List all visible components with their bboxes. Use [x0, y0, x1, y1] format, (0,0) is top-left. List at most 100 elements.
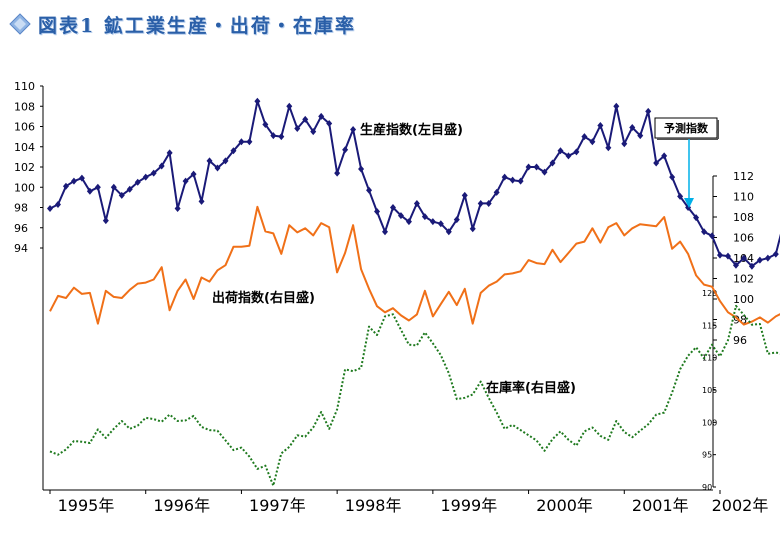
data-point-marker — [270, 132, 277, 140]
data-point-marker — [445, 228, 452, 236]
data-point-marker — [358, 165, 365, 173]
data-point-marker — [134, 178, 141, 186]
data-point-marker — [278, 133, 285, 141]
page-title: 図表1 鉱工業生産・出荷・在庫率 — [38, 14, 356, 37]
data-point-marker — [533, 163, 540, 171]
x-tick-label: 1995年 — [58, 496, 115, 515]
x-tick-label: 1996年 — [153, 496, 210, 515]
series-layer — [47, 97, 780, 487]
data-point-marker — [629, 124, 636, 132]
data-point-marker — [605, 144, 612, 152]
data-point-marker — [621, 140, 628, 148]
data-point-marker — [748, 262, 755, 270]
data-point-marker — [405, 218, 412, 226]
data-point-marker — [54, 200, 61, 208]
data-point-marker — [70, 177, 77, 185]
data-point-marker — [764, 254, 771, 262]
forecast-callout: 予測指数 — [654, 117, 719, 208]
right-upper-tick-label: 106 — [733, 232, 754, 245]
data-point-marker — [94, 183, 101, 191]
data-point-marker — [302, 115, 309, 123]
data-point-marker — [389, 204, 396, 211]
left-tick-label: 108 — [14, 100, 35, 113]
data-point-marker — [421, 213, 428, 221]
data-point-marker — [645, 107, 652, 115]
data-point-marker — [613, 102, 620, 110]
right-upper-tick-label: 96 — [733, 334, 747, 347]
data-point-marker — [174, 205, 181, 213]
data-point-marker — [366, 186, 373, 194]
data-point-marker — [350, 126, 357, 134]
x-tick-label: 1997年 — [249, 496, 306, 515]
series-line-1 — [49, 205, 780, 326]
data-point-marker — [150, 169, 157, 177]
x-tick-label: 2002年 — [712, 496, 769, 515]
left-tick-label: 94 — [14, 242, 28, 255]
x-tick-label: 2000年 — [536, 496, 593, 515]
data-point-marker — [525, 163, 532, 171]
data-point-marker — [701, 228, 708, 236]
data-point-marker — [86, 187, 93, 195]
right-lower-tick-label: 115 — [702, 321, 717, 330]
data-point-marker — [182, 177, 189, 185]
data-point-marker — [262, 120, 269, 128]
data-point-marker — [501, 173, 508, 181]
data-point-marker — [724, 252, 731, 260]
callout-arrow-head-icon — [684, 198, 694, 208]
data-point-marker — [166, 149, 173, 157]
data-point-marker — [669, 173, 676, 181]
left-tick-label: 96 — [14, 222, 28, 235]
right-lower-tick-label: 105 — [702, 386, 717, 395]
left-tick-label: 100 — [14, 181, 35, 194]
right-upper-tick-label: 112 — [733, 170, 754, 183]
data-point-marker — [214, 164, 221, 172]
series-annotation: 生産指数(左目盛) — [360, 122, 463, 138]
right-upper-tick-label: 102 — [733, 273, 754, 286]
data-point-marker — [517, 177, 524, 185]
series-annotation: 在庫率(右目盛) — [486, 380, 576, 396]
right-lower-tick-label: 90 — [702, 483, 712, 492]
data-point-marker — [230, 147, 237, 155]
data-point-marker — [238, 138, 245, 146]
data-point-marker — [254, 97, 261, 105]
data-point-marker — [461, 191, 468, 199]
labels-layer: 生産指数(左目盛) 出荷指数(右目盛) 在庫率(右目盛) 予測指数 — [212, 117, 719, 396]
data-point-marker — [246, 138, 253, 146]
data-point-marker — [334, 169, 341, 177]
data-point-marker — [382, 228, 388, 236]
data-point-marker — [374, 208, 381, 216]
x-tick-label: 2001年 — [632, 496, 689, 515]
data-point-marker — [557, 147, 564, 155]
data-point-marker — [126, 185, 133, 193]
data-point-marker — [509, 176, 516, 184]
x-tick-label: 1999年 — [440, 496, 497, 515]
data-point-marker — [190, 170, 197, 178]
data-point-marker — [318, 112, 325, 120]
left-tick-label: 110 — [14, 80, 35, 93]
data-point-marker — [286, 102, 293, 110]
data-point-marker — [158, 162, 165, 170]
x-tick-label: 1998年 — [345, 496, 402, 515]
data-point-marker — [429, 218, 436, 226]
data-point-marker — [717, 251, 723, 259]
data-point-marker — [740, 254, 747, 262]
data-point-marker — [206, 157, 213, 165]
data-point-marker — [294, 125, 301, 133]
data-point-marker — [597, 121, 604, 129]
data-point-marker — [581, 133, 588, 141]
data-point-marker — [110, 183, 117, 191]
data-point-marker — [693, 214, 700, 222]
right-lower-tick-label: 100 — [702, 418, 717, 427]
data-point-marker — [477, 199, 484, 207]
data-point-marker — [118, 191, 125, 199]
data-point-marker — [326, 119, 333, 127]
data-point-marker — [573, 148, 580, 156]
data-point-marker — [397, 212, 404, 220]
data-point-marker — [756, 256, 763, 264]
data-point-marker — [453, 216, 460, 224]
data-point-marker — [653, 159, 660, 167]
data-point-marker — [142, 173, 149, 181]
data-point-marker — [78, 174, 85, 182]
right-lower-tick-label: 110 — [702, 354, 717, 363]
data-point-marker — [637, 132, 644, 140]
